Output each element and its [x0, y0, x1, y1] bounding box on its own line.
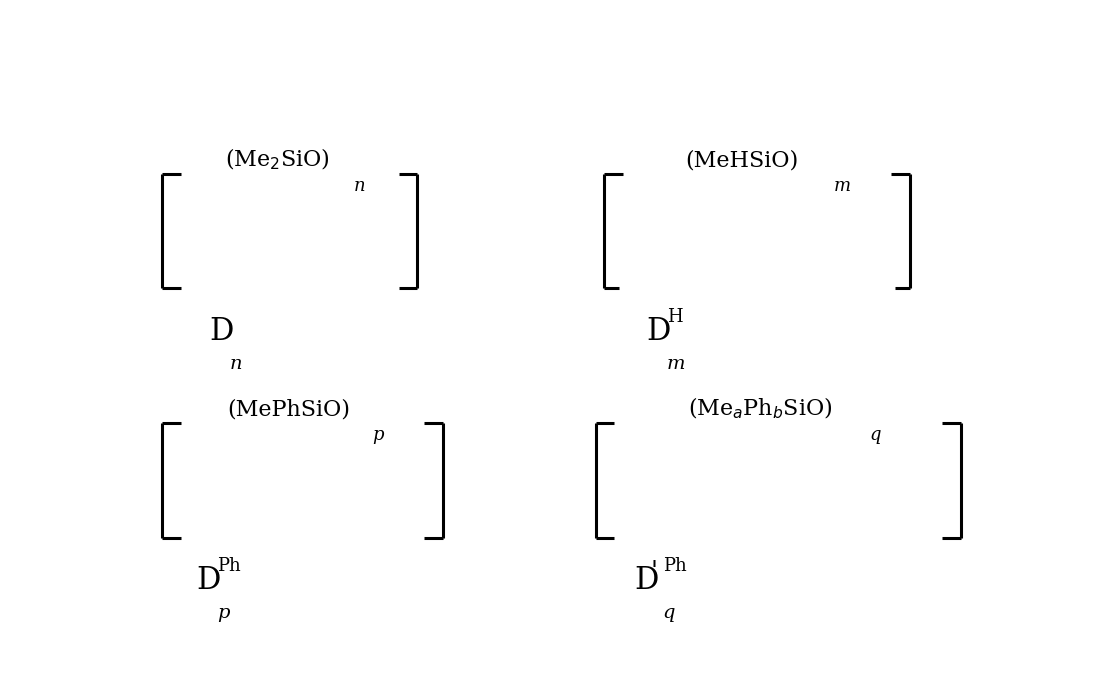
Text: m: m	[834, 177, 850, 195]
Text: ': '	[651, 560, 658, 583]
Text: p: p	[373, 426, 385, 444]
Text: (Me$_2$SiO): (Me$_2$SiO)	[225, 146, 330, 172]
Text: q: q	[663, 604, 675, 622]
Text: D: D	[647, 316, 671, 347]
Text: H: H	[667, 308, 683, 326]
Text: p: p	[217, 604, 229, 622]
Text: Ph: Ph	[217, 557, 241, 575]
Text: n: n	[354, 177, 365, 195]
Text: m: m	[667, 355, 685, 373]
Text: n: n	[229, 355, 242, 373]
Text: (MeHSiO): (MeHSiO)	[685, 150, 798, 172]
Text: Ph: Ph	[663, 557, 686, 575]
Text: D: D	[633, 565, 659, 596]
Text: D: D	[196, 565, 220, 596]
Text: (MePhSiO): (MePhSiO)	[227, 399, 350, 421]
Text: q: q	[869, 426, 881, 444]
Text: (Me$_a$Ph$_b$SiO): (Me$_a$Ph$_b$SiO)	[688, 396, 832, 421]
Text: D: D	[209, 316, 233, 347]
